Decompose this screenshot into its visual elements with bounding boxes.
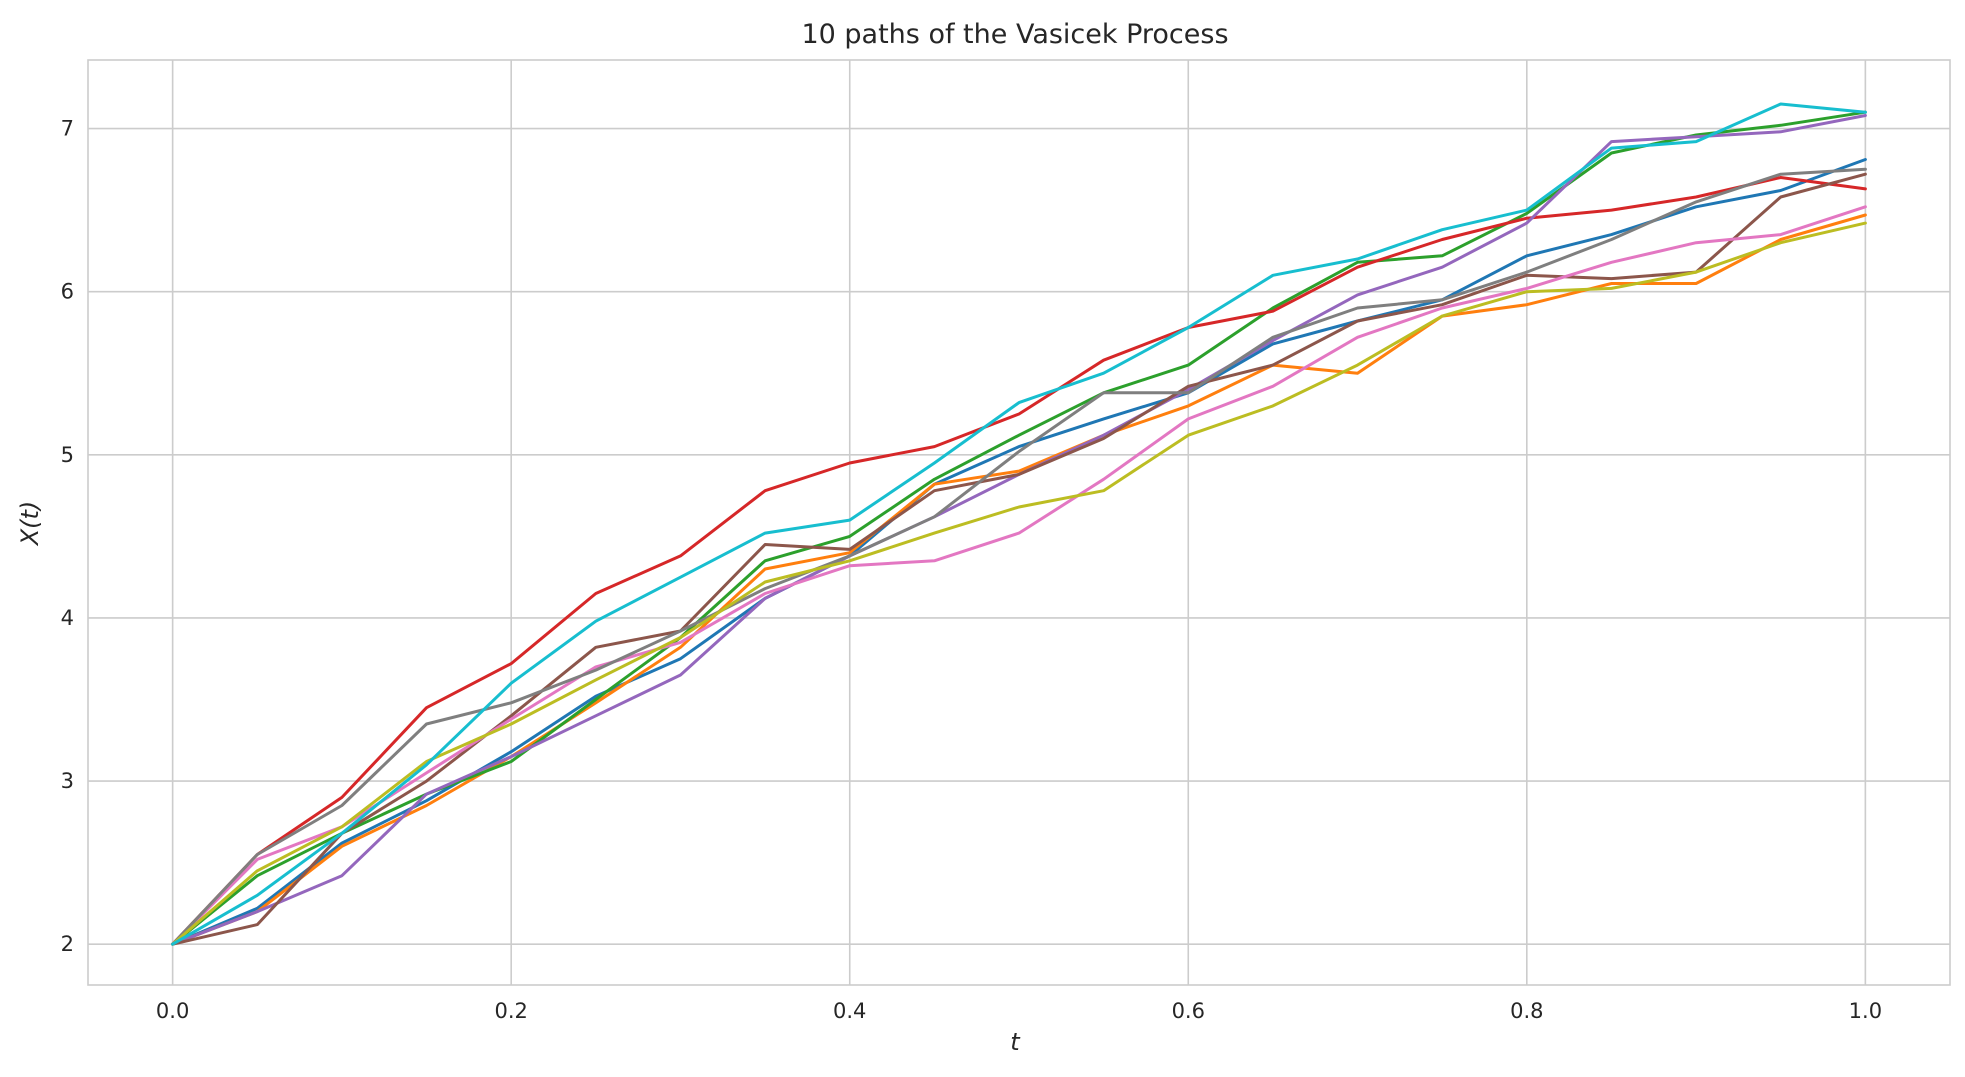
chart-title: 10 paths of the Vasicek Process (801, 19, 1228, 50)
series-line-9 (171, 221, 1867, 946)
series-line-4 (171, 176, 1867, 946)
y-tick-label: 7 (61, 117, 74, 141)
x-axis-label: t (1010, 1028, 1021, 1056)
x-tick-label: 0.0 (156, 999, 189, 1023)
y-tick-label: 3 (61, 769, 74, 793)
x-tick-label: 0.4 (833, 999, 866, 1023)
x-tick-label: 1.0 (1849, 999, 1882, 1023)
series-line-10 (171, 102, 1867, 946)
y-axis-ticks: 2 3 4 5 6 7 (61, 117, 74, 957)
x-tick-label: 0.2 (494, 999, 527, 1023)
x-axis-ticks: 0.0 0.2 0.4 0.6 0.8 1.0 (156, 999, 1882, 1023)
plot-frame (87, 59, 1951, 986)
series-layer (171, 102, 1867, 946)
series-line-3 (171, 110, 1867, 946)
y-tick-label: 4 (61, 606, 74, 630)
y-tick-label: 6 (61, 280, 74, 304)
grid (88, 60, 1950, 985)
series-line-6 (171, 172, 1867, 946)
series-line-7 (171, 205, 1867, 946)
series-line-8 (171, 167, 1867, 946)
x-tick-label: 0.8 (1510, 999, 1543, 1023)
y-axis-label: X(t) (16, 501, 44, 548)
y-tick-label: 5 (61, 443, 74, 467)
x-tick-label: 0.6 (1172, 999, 1205, 1023)
series-line-2 (171, 213, 1867, 946)
y-tick-label: 2 (61, 932, 74, 956)
